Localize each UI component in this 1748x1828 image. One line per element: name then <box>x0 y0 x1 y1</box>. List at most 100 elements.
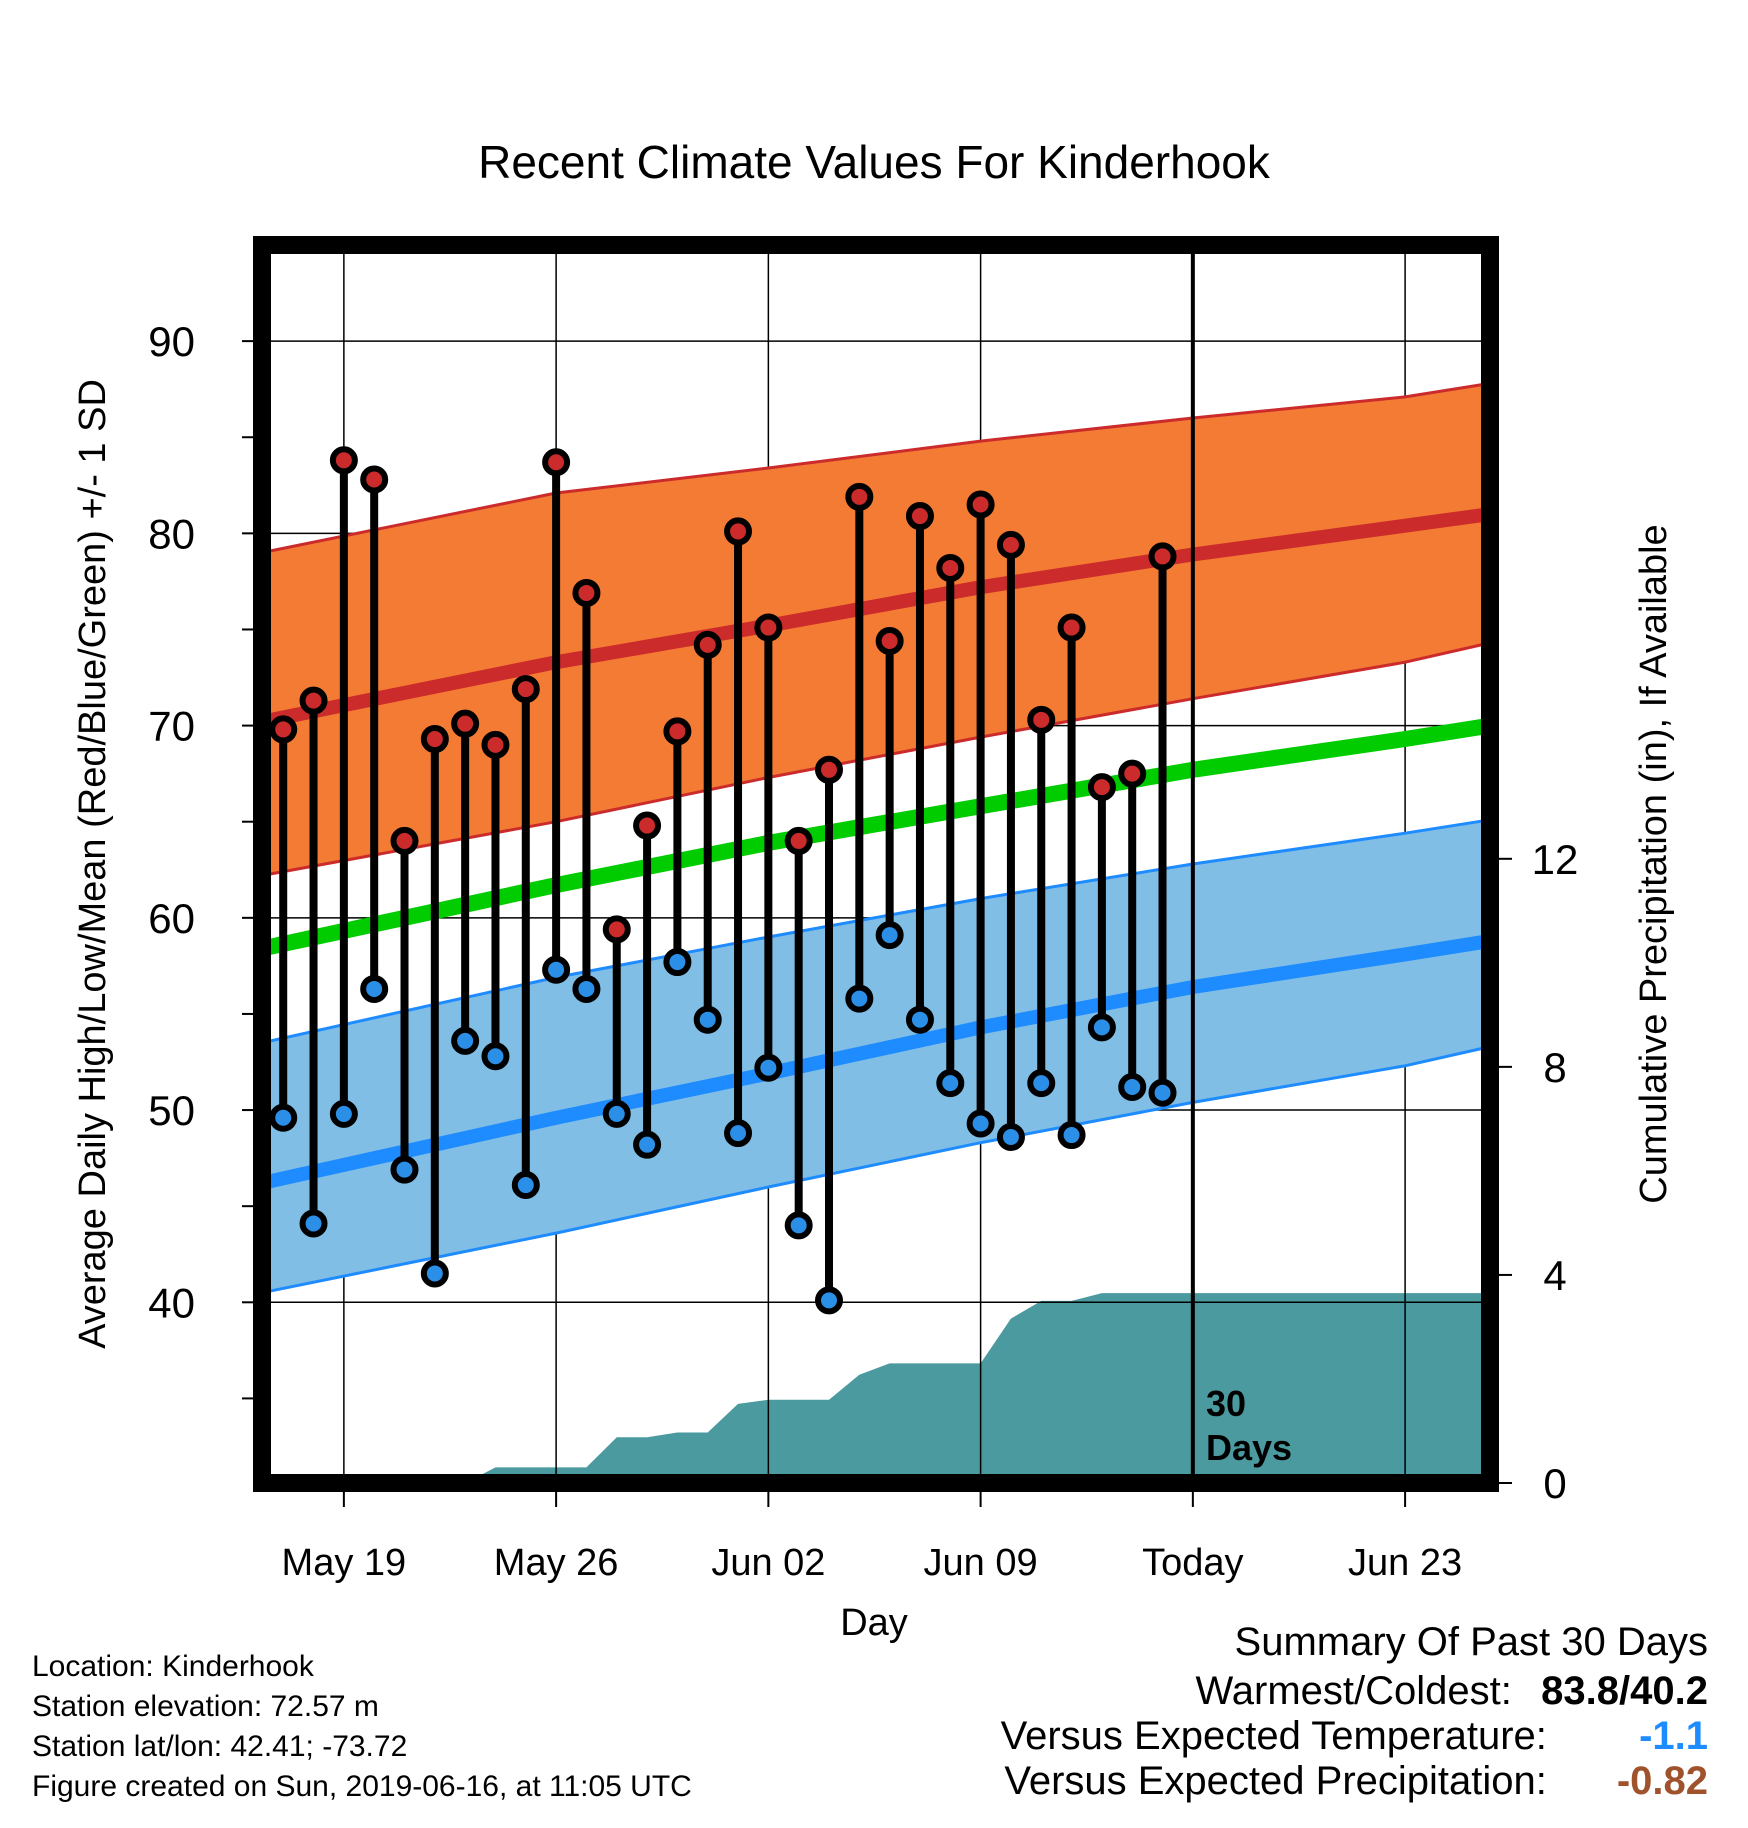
x-tick-label: Jun 02 <box>711 1542 825 1584</box>
daily-high-point <box>663 717 692 746</box>
daily-low-point <box>936 1069 965 1098</box>
axes: 40 50 60 70 80 90 0 4 8 12 May 19 May 26 Jun 02 Jun 0… <box>148 318 1578 1584</box>
daily-low-point <box>966 1109 995 1138</box>
y-axis-label-left: Average Daily High/Low/Mean (Red/Blue/Gr… <box>72 379 114 1349</box>
daily-high-point <box>451 709 480 738</box>
daily-high-point <box>1087 773 1116 802</box>
y-left-tick-label: 40 <box>148 1279 195 1326</box>
daily-high-point <box>511 675 540 704</box>
daily-low-point <box>663 948 692 977</box>
figure-created: Figure created on Sun, 2019-06-16, at 11… <box>32 1770 692 1803</box>
daily-low-point <box>329 1099 358 1128</box>
summary-warmest-row: Warmest/Coldest: 83.8/40.2 <box>1001 1669 1709 1714</box>
daily-high-point <box>875 627 904 656</box>
daily-low-point <box>1057 1121 1086 1150</box>
plot-area: 30 Days <box>253 236 1499 1492</box>
plot-frame <box>253 236 1499 1492</box>
y-axis-label-right: Cumulative Precipitation (in), If Availa… <box>1633 524 1675 1203</box>
daily-low-point <box>784 1211 813 1240</box>
x-tick-label: Jun 09 <box>924 1542 1038 1584</box>
daily-low-point <box>845 984 874 1013</box>
daily-low-point <box>1148 1078 1177 1107</box>
daily-low-point <box>1118 1072 1147 1101</box>
x-tick-label: Today <box>1142 1542 1243 1584</box>
today-days-count: 30 <box>1206 1383 1246 1424</box>
daily-low-point <box>269 1103 298 1132</box>
station-latlon: Station lat/lon: 42.41; -73.72 <box>32 1730 408 1763</box>
daily-high-point <box>905 502 934 531</box>
daily-high-point <box>815 755 844 784</box>
daily-high-point <box>602 915 631 944</box>
daily-high-point <box>1027 705 1056 734</box>
daily-low-point <box>360 974 389 1003</box>
daily-low-point <box>905 1005 934 1034</box>
summary-temp-label: Versus Expected Temperature: <box>1000 1714 1547 1758</box>
daily-low-point <box>1087 1013 1116 1042</box>
daily-high-point <box>269 715 298 744</box>
high-normal-band-fill <box>262 383 1490 876</box>
summary-temp-row: Versus Expected Temperature: -1.1 <box>1001 1714 1708 1759</box>
daily-high-point <box>390 826 419 855</box>
y-left-tick-label: 80 <box>148 510 195 557</box>
daily-low-point <box>542 955 571 984</box>
daily-low-point <box>451 1026 480 1055</box>
summary-warmest-value: 83.8/40.2 <box>1541 1669 1708 1713</box>
daily-low-point <box>724 1119 753 1148</box>
y-left-tick-label: 60 <box>148 895 195 942</box>
daily-high-point <box>1057 613 1086 642</box>
summary-temp-value: -1.1 <box>1639 1714 1708 1758</box>
summary-title: Summary Of Past 30 Days <box>1234 1620 1708 1664</box>
daily-high-point <box>1118 759 1147 788</box>
daily-low-point <box>875 921 904 950</box>
summary-warmest-label: Warmest/Coldest: <box>1195 1669 1512 1713</box>
daily-high-point <box>724 517 753 546</box>
summary-precip-row: Versus Expected Precipitation: -0.82 <box>1001 1759 1708 1804</box>
summary-precip-label: Versus Expected Precipitation: <box>1004 1759 1547 1803</box>
daily-low-point <box>996 1122 1025 1151</box>
daily-low-point <box>511 1171 540 1200</box>
daily-high-point <box>996 530 1025 559</box>
daily-low-point <box>572 974 601 1003</box>
y-left-tick-label: 50 <box>148 1087 195 1134</box>
daily-high-point <box>360 465 389 494</box>
chart-title: Recent Climate Values For Kinderhook <box>478 136 1271 188</box>
daily-low-point <box>633 1130 662 1159</box>
y-right-tick-label: 4 <box>1543 1252 1566 1299</box>
daily-high-point <box>572 578 601 607</box>
daily-low-point <box>299 1209 328 1238</box>
summary-precip-value: -0.82 <box>1616 1759 1708 1803</box>
daily-low-point <box>693 1005 722 1034</box>
y-right-tick-label: 12 <box>1532 836 1579 883</box>
y-left-tick-label: 90 <box>148 318 195 365</box>
today-marker: 30 Days <box>1190 245 1292 1483</box>
daily-low-point <box>754 1053 783 1082</box>
y-right-tick-label: 8 <box>1543 1044 1566 1091</box>
y-right-tick-label: 0 <box>1543 1460 1566 1507</box>
daily-high-point <box>299 686 328 715</box>
daily-observations <box>269 446 1177 1315</box>
precipitation-area-fill <box>262 1293 1490 1483</box>
daily-high-point <box>542 448 571 477</box>
daily-low-point <box>815 1286 844 1315</box>
daily-high-point <box>966 490 995 519</box>
daily-high-point <box>633 811 662 840</box>
x-axis-label: Day <box>840 1602 908 1644</box>
daily-high-point <box>845 482 874 511</box>
precipitation-area <box>262 1293 1490 1483</box>
today-days-word: Days <box>1206 1427 1292 1468</box>
daily-high-point <box>329 446 358 475</box>
daily-low-point <box>420 1259 449 1288</box>
daily-high-point <box>1148 542 1177 571</box>
daily-high-point <box>754 613 783 642</box>
x-tick-label: May 19 <box>282 1542 407 1584</box>
station-info: Location: Kinderhook Station elevation: … <box>32 1647 692 1807</box>
station-location: Location: Kinderhook <box>32 1650 314 1683</box>
daily-low-point <box>390 1155 419 1184</box>
y-left-tick-label: 70 <box>148 703 195 750</box>
daily-high-point <box>784 826 813 855</box>
x-tick-label: May 26 <box>494 1542 619 1584</box>
low-normal-band-lower-edge <box>261 1045 1491 1295</box>
daily-low-point <box>1027 1069 1056 1098</box>
daily-low-point <box>602 1099 631 1128</box>
